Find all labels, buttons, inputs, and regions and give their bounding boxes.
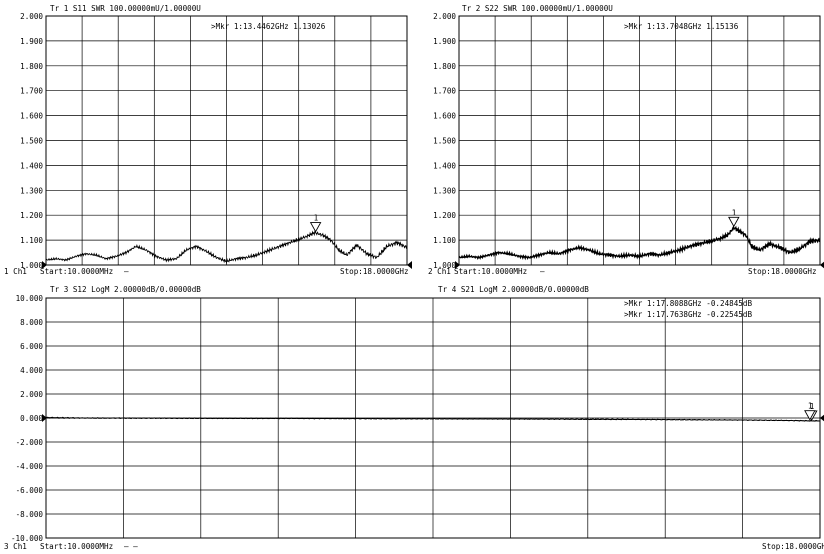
y-tick-label: 1.800 (433, 62, 456, 71)
dash-tr2: — (540, 267, 545, 276)
trace-header-tr2[interactable]: Tr 2 S22 SWR 100.00000mU/1.00000U (462, 4, 613, 13)
marker-tr3-tr4[interactable]: 11 (804, 402, 818, 421)
y-tick-label: 0.000 (20, 414, 43, 423)
y-tick-label: 1.000 (433, 261, 456, 270)
y-tick-label: 1.200 (433, 211, 456, 220)
marker-triangle (804, 410, 816, 421)
dash-tr3: — — (124, 542, 138, 551)
marker-readout-tr3: >Mkr 1:17.8088GHz -0.24845dB (624, 299, 752, 308)
marker-readout-tr2: >Mkr 1:13.7048GHz 1.15136 (624, 22, 739, 31)
y-tick-label: 1.500 (433, 137, 456, 146)
y-tick-label: -2.000 (16, 438, 44, 447)
y-tick-label: 1.900 (20, 37, 43, 46)
y-tick-label: 1.300 (433, 186, 456, 195)
y-tick-label: 8.000 (20, 318, 43, 327)
y-ticks-tr1: 2.000 1.900 1.800 1.700 1.600 1.500 1.400 1.300… (20, 12, 412, 270)
y-tick-label: 1.600 (433, 112, 456, 121)
panel-tr1: Tr 1 S11 SWR 100.00000mU/1.00000U >Mkr 1… (4, 4, 412, 276)
y-ticks-tr3: 10.000 8.000 6.000 4.000 2.000 0.000 -2.000 -4.… (11, 294, 824, 543)
marker-readout-tr1: >Mkr 1:13.4462GHz 1.13026 (211, 22, 326, 31)
marker-label: 1 (808, 402, 813, 411)
ref-arrow-left (455, 261, 460, 269)
y-tick-label: -6.000 (16, 486, 44, 495)
marker-tr1[interactable]: 1 (309, 214, 322, 233)
stop-freq-tr2: Stop:18.0000GHz (748, 267, 817, 276)
y-tick-label: 1.700 (20, 87, 43, 96)
y-tick-label: -8.000 (16, 510, 44, 519)
ref-arrow-right (820, 414, 824, 422)
dash-tr1: — (124, 267, 129, 276)
grid-tr1 (46, 16, 407, 265)
ref-arrow-left (42, 414, 47, 422)
trace-line-tr2 (458, 225, 821, 261)
y-tick-label: 1.400 (433, 161, 456, 170)
panel-tr3-tr4: Tr 3 S12 LogM 2.00000dB/0.00000dB Tr 4 S… (4, 285, 824, 551)
channel-label-tr2: 2 Ch1 (428, 267, 451, 276)
y-tick-label: 1.200 (20, 211, 43, 220)
y-ticks-tr2: 2.000 1.900 1.800 1.700 1.600 1.500 1.400 1.300… (433, 12, 824, 270)
stop-freq-tr3: Stop:18.0000GH (762, 542, 824, 551)
grid-tr3 (46, 298, 820, 538)
y-tick-label: 1.100 (20, 236, 43, 245)
trace-2 (45, 417, 821, 422)
trace-header-tr1[interactable]: Tr 1 S11 SWR 100.00000mU/1.00000U (50, 4, 201, 13)
trace-header-tr3[interactable]: Tr 3 S12 LogM 2.00000dB/0.00000dB (50, 285, 201, 294)
marker-readout-tr4: >Mkr 1:17.7638GHz -0.22545dB (624, 310, 752, 319)
y-tick-label: 1.300 (20, 186, 43, 195)
trace-line-tr1 (45, 229, 408, 265)
trace-1 (458, 225, 821, 261)
grid-tr2 (459, 16, 820, 265)
ref-arrow-right (407, 261, 412, 269)
marker-label: 1 (810, 402, 815, 411)
marker-label: 1 (732, 208, 737, 217)
start-freq-tr3: Start:10.0000MHz (40, 542, 113, 551)
marker-label: 1 (314, 214, 319, 223)
start-freq-tr1: Start:10.0000MHz (40, 267, 113, 276)
trace-header-tr4[interactable]: Tr 4 S21 LogM 2.00000dB/0.00000dB (438, 285, 589, 294)
y-tick-label: 2.000 (433, 12, 456, 21)
y-tick-label: -4.000 (16, 462, 44, 471)
y-tick-label: 2.000 (20, 12, 43, 21)
y-tick-label: 1.500 (20, 137, 43, 146)
y-tick-label: 1.900 (433, 37, 456, 46)
panel-tr2: Tr 2 S22 SWR 100.00000mU/1.00000U >Mkr 1… (428, 4, 824, 276)
ref-arrow-right (820, 261, 824, 269)
channel-label-tr3: 3 Ch1 (4, 542, 27, 551)
y-tick-label: 1.700 (433, 87, 456, 96)
y-tick-label: 10.000 (16, 294, 44, 303)
y-tick-label: 1.800 (20, 62, 43, 71)
y-tick-label: 1.000 (20, 261, 43, 270)
y-tick-label: 1.400 (20, 161, 43, 170)
stop-freq-tr1: Stop:18.0000GHz (340, 267, 409, 276)
y-tick-label: 1.100 (433, 236, 456, 245)
marker-tr2[interactable]: 1 (728, 208, 740, 228)
trace-lines-tr3-tr4 (45, 416, 821, 422)
y-tick-label: 2.000 (20, 390, 43, 399)
ref-arrow-left (42, 261, 47, 269)
y-tick-label: 4.000 (20, 366, 43, 375)
marker-triangle (309, 222, 322, 233)
start-freq-tr2: Start:10.0000MHz (454, 267, 527, 276)
y-tick-label: 1.600 (20, 112, 43, 121)
trace-1 (45, 229, 408, 265)
y-tick-label: -10.000 (11, 534, 43, 543)
channel-label-tr1: 1 Ch1 (4, 267, 27, 276)
y-tick-label: 6.000 (20, 342, 43, 351)
marker-triangle (728, 216, 740, 228)
